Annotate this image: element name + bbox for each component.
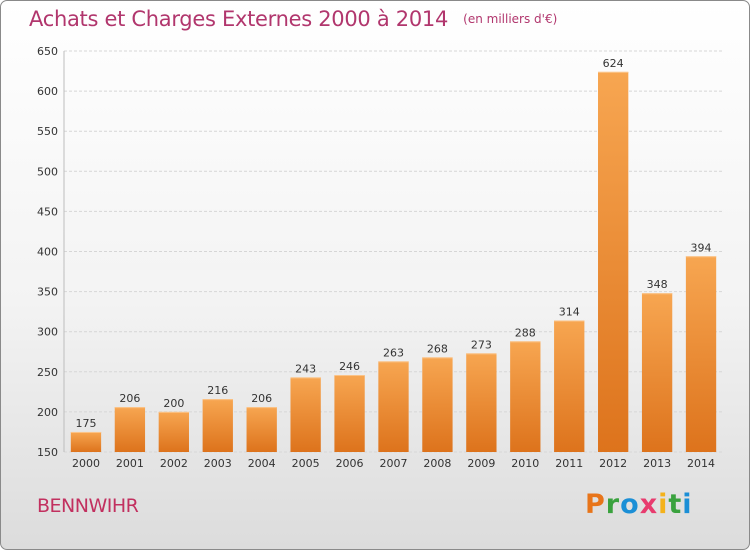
x-tick-label: 2014 [687,457,715,470]
y-tick-label: 450 [37,205,58,218]
bar [290,377,321,452]
bar [70,431,102,452]
bar [554,320,585,452]
proxiti-logo: Proxiti [585,489,693,520]
x-tick-label: 2010 [511,457,539,470]
data-label: 263 [383,346,404,359]
bar [641,293,673,452]
title-row: Achats et Charges Externes 2000 à 2014 (… [29,7,557,31]
bar [202,399,233,452]
data-label: 268 [427,342,448,355]
x-tick-label: 2001 [116,457,144,470]
y-tick-label: 600 [37,85,58,98]
y-tick-label: 200 [37,406,58,419]
grid-lines [63,50,723,453]
bar [466,353,497,452]
data-label: 243 [295,362,316,375]
data-label: 288 [515,326,536,339]
bar [422,357,453,452]
x-tick-label: 2002 [160,457,188,470]
bar [378,361,409,452]
bar [114,407,146,452]
y-tick-label: 250 [37,366,58,379]
bar [158,411,189,452]
x-tick-label: 2012 [599,457,627,470]
chart-title: Achats et Charges Externes 2000 à 2014 [29,7,449,31]
bar [685,256,717,452]
bar [246,407,277,452]
x-tick-label: 2011 [555,457,583,470]
y-axis: 150 200 250 300 350 400 450 500 550 600 650 [37,45,58,459]
x-tick-label: 2004 [248,457,276,470]
commune-name: BENNWIHR [37,495,139,517]
y-tick-label: 650 [37,45,58,58]
x-tick-label: 2007 [380,457,408,470]
bar [510,341,541,452]
x-axis: 2000 2001 2002 2003 2004 2005 2006 2007 2008 2009… [72,457,715,470]
y-tick-label: 400 [37,246,58,259]
data-label: 216 [207,384,228,397]
data-label: 348 [647,278,668,291]
x-tick-label: 2006 [336,457,364,470]
y-tick-label: 350 [37,286,58,299]
data-label: 246 [339,360,360,373]
data-label: 314 [559,305,580,318]
x-tick-label: 2003 [204,457,232,470]
y-tick-label: 150 [37,446,58,459]
y-tick-label: 300 [37,326,58,339]
x-tick-label: 2009 [467,457,495,470]
x-tick-label: 2013 [643,457,671,470]
y-tick-label: 550 [37,125,58,138]
x-tick-label: 2000 [72,457,100,470]
bar [598,71,629,453]
data-label: 206 [119,392,140,405]
data-label: 206 [251,392,272,405]
x-tick-label: 2008 [423,457,451,470]
chart-subtitle: (en milliers d'€) [463,12,558,26]
y-tick-label: 500 [37,165,58,178]
bar [334,375,365,452]
data-label: 200 [163,397,184,410]
x-tick-label: 2005 [292,457,320,470]
data-label: 175 [75,417,96,430]
data-label: 273 [471,338,492,351]
data-label: 624 [603,57,624,70]
data-label: 394 [691,241,712,254]
bars: 175 206 200 216 206 243 246 263 268 273 288 314 624 3… [70,57,717,453]
